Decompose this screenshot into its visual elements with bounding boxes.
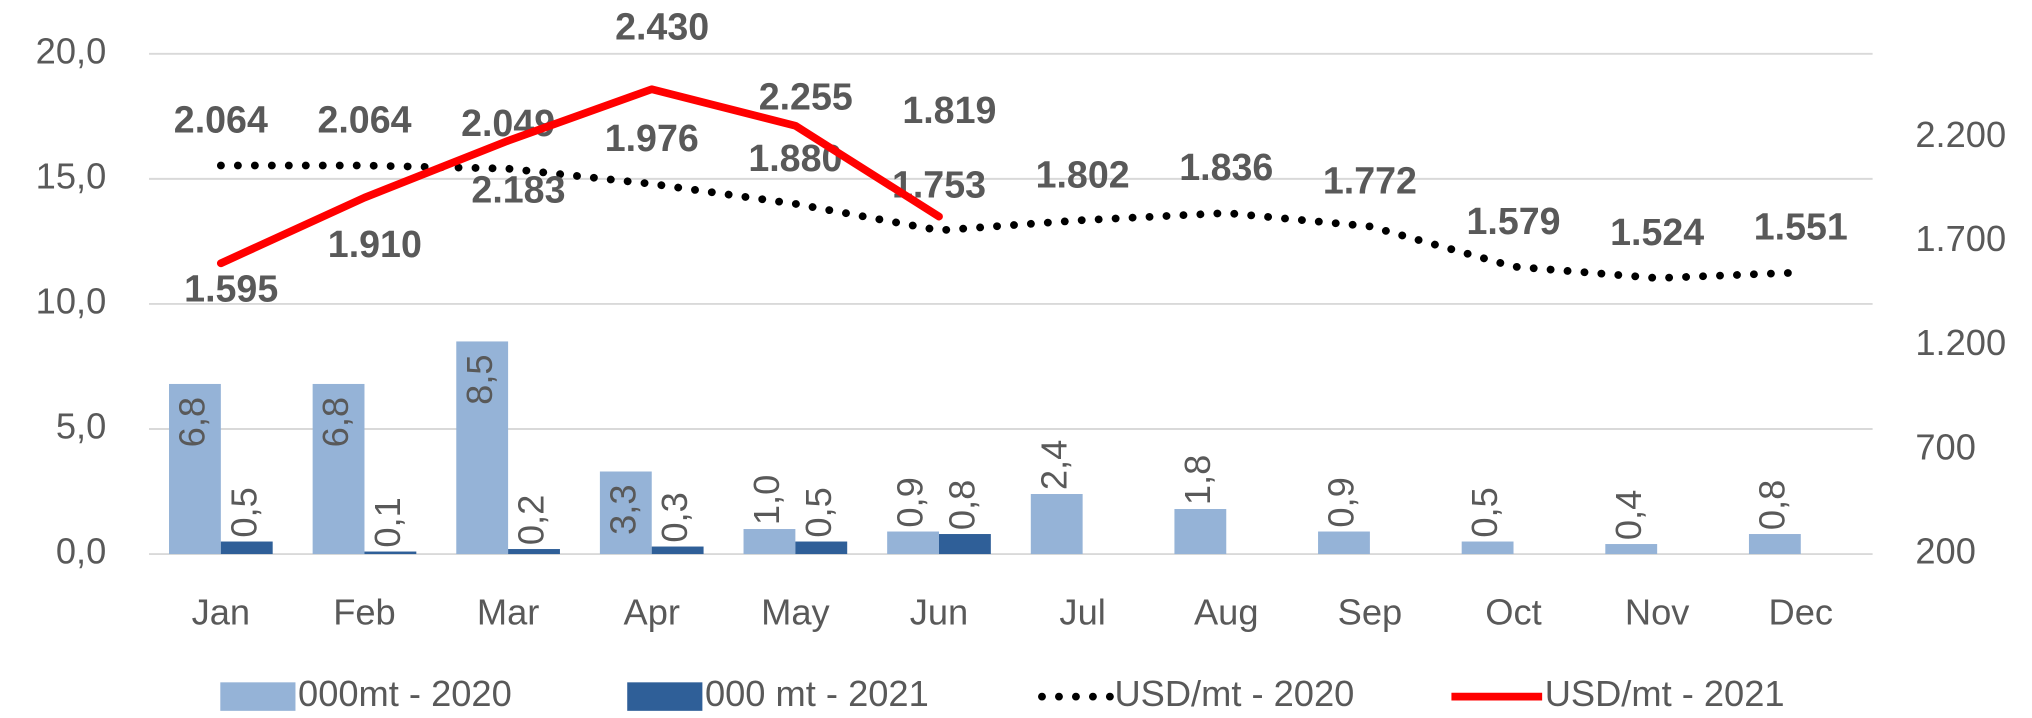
bar-value-label: 0,4: [1608, 490, 1649, 540]
x-tick-label: Dec: [1769, 592, 1833, 633]
bar-value-label: 0,3: [654, 492, 695, 542]
bar: [743, 529, 796, 555]
bar: [456, 341, 509, 555]
line-value-label: 1.836: [1179, 146, 1273, 188]
y-tick-label: 5,0: [56, 406, 106, 447]
bar-value-label: 6,8: [315, 397, 356, 447]
x-tick-label: Nov: [1625, 592, 1690, 633]
x-tick-label: Jul: [1059, 592, 1105, 633]
bar: [599, 471, 652, 555]
bar-value-label: 0,5: [798, 487, 839, 537]
bar-value-label: 0,9: [890, 477, 931, 527]
bar-value-label: 0,5: [223, 487, 264, 537]
line-value-label: 1.819: [902, 89, 996, 131]
bar-value-label: 1,0: [746, 475, 787, 525]
line-value-label: 1.551: [1754, 206, 1848, 248]
bar: [1605, 544, 1658, 555]
line-value-label: 1.579: [1467, 200, 1561, 242]
y-tick-label: 20,0: [36, 30, 107, 71]
line-value-label: 1.976: [605, 117, 699, 159]
bar-value-label: 0,1: [367, 497, 408, 547]
y2-tick-label: 700: [1915, 426, 1976, 467]
legend-swatch: [627, 682, 703, 711]
bar: [312, 383, 365, 555]
y2-tick-label: 1.200: [1915, 322, 2006, 363]
line-value-label: 2.064: [317, 99, 411, 141]
bar: [1174, 509, 1227, 555]
y2-tick-label: 200: [1915, 531, 1976, 572]
legend-swatch: [220, 682, 296, 711]
line-value-label: 2.255: [759, 76, 853, 118]
x-tick-label: Apr: [624, 592, 680, 633]
bar: [508, 549, 560, 555]
line-value-label: 1.910: [328, 223, 422, 265]
x-tick-label: May: [761, 592, 830, 633]
bar: [220, 541, 273, 555]
line: [216, 85, 943, 268]
bar-value-label: 0,8: [1751, 480, 1792, 530]
bar-value-label: 8,5: [459, 354, 500, 404]
bar: [651, 546, 704, 555]
line-value-label: 1.524: [1610, 211, 1704, 253]
legend-label: USD/mt - 2020: [1114, 673, 1354, 714]
bar-value-label: 0,5: [1464, 487, 1505, 537]
x-tick-label: Feb: [333, 592, 395, 633]
y-tick-label: 15,0: [36, 155, 107, 196]
bar: [887, 531, 940, 555]
bar-value-label: 0,8: [941, 480, 982, 530]
bar: [1318, 531, 1370, 555]
line-value-label: 1.802: [1036, 153, 1130, 195]
bar-value-label: 6,8: [172, 397, 213, 447]
x-tick-label: Mar: [477, 592, 539, 633]
line-value-label: 2.064: [174, 99, 268, 141]
line-value-label: 2.183: [471, 168, 565, 210]
line-value-label: 2.430: [615, 6, 709, 48]
bar-value-label: 0,9: [1321, 477, 1362, 527]
line: [216, 161, 1805, 282]
x-tick-label: Aug: [1194, 592, 1259, 633]
legend-label: 000mt - 2020: [298, 673, 512, 714]
bar: [795, 541, 848, 555]
legend-label: 000 mt - 2021: [705, 673, 929, 714]
bar: [1748, 534, 1801, 555]
bar-value-label: 0,2: [511, 495, 552, 545]
y2-tick-label: 2.200: [1915, 114, 2006, 155]
bar: [939, 534, 991, 555]
x-tick-label: Sep: [1338, 592, 1403, 633]
bar-value-label: 3,3: [602, 484, 643, 534]
legend-label: USD/mt - 2021: [1545, 673, 1785, 714]
bar-value-label: 1,8: [1177, 455, 1218, 505]
bar: [1461, 541, 1514, 555]
y-tick-label: 10,0: [36, 281, 107, 322]
y-tick-label: 0,0: [56, 531, 106, 572]
y2-tick-label: 1.700: [1915, 218, 2006, 259]
bar: [1030, 494, 1083, 555]
bar: [169, 383, 221, 555]
bar: [364, 551, 417, 555]
x-tick-label: Jun: [910, 592, 968, 633]
bar-value-label: 2,4: [1033, 440, 1074, 490]
x-tick-label: Jan: [192, 592, 250, 633]
line-value-label: 1.772: [1323, 160, 1417, 202]
line-value-label: 1.595: [184, 268, 278, 310]
x-tick-label: Oct: [1485, 592, 1541, 633]
